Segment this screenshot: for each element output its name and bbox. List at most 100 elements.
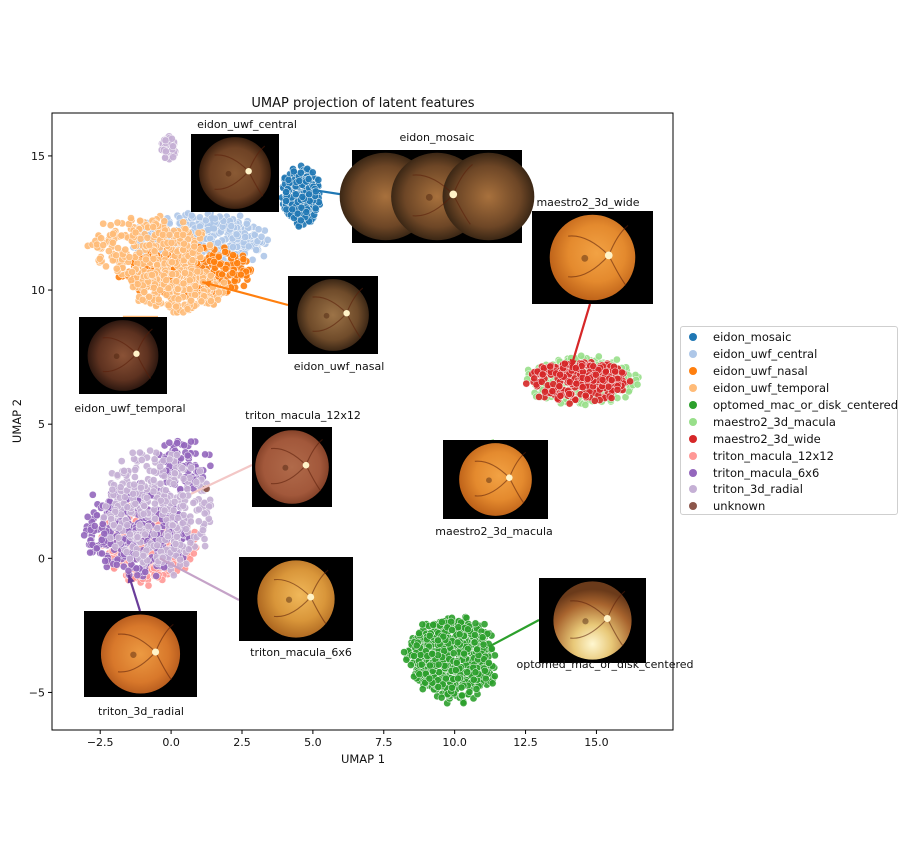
data-point	[145, 292, 153, 301]
data-point	[473, 645, 481, 654]
arrow-head	[569, 358, 577, 368]
data-point	[437, 693, 446, 702]
data-point	[178, 519, 187, 528]
fundus-thumbnail-eidon_uwf_central: eidon_uwf_central	[191, 118, 297, 212]
data-point	[167, 134, 176, 143]
y-axis-label: UMAP 2	[10, 399, 24, 443]
data-point	[572, 379, 581, 388]
data-point	[162, 276, 171, 285]
data-point	[93, 511, 101, 520]
legend-marker	[689, 333, 697, 342]
legend-marker	[689, 434, 697, 443]
data-point	[124, 566, 133, 575]
arrow-head	[127, 574, 135, 584]
legend-label: maestro2_3d_macula	[713, 414, 836, 429]
legend-item: maestro2_3d_macula	[689, 413, 897, 430]
data-point	[167, 238, 176, 247]
data-point	[142, 493, 151, 502]
data-point	[297, 216, 305, 225]
data-point	[173, 532, 181, 541]
data-point	[114, 244, 122, 252]
data-point	[133, 571, 142, 580]
data-point	[303, 165, 312, 173]
data-point	[179, 279, 188, 288]
data-point	[176, 555, 185, 564]
data-point	[221, 264, 230, 273]
series-maestro2_3d_wide	[522, 358, 634, 408]
legend-marker	[689, 468, 697, 477]
data-point	[464, 625, 472, 634]
fundus-thumbnails: eidon_uwf_central eidon_mosaic maestro2_3d…	[74, 118, 693, 718]
data-point	[156, 286, 164, 294]
data-point	[139, 510, 148, 518]
data-point	[295, 177, 304, 185]
data-point	[112, 251, 120, 260]
data-point	[193, 267, 202, 276]
data-point	[472, 685, 481, 693]
fundus-disc	[297, 279, 369, 351]
data-point	[129, 489, 137, 498]
data-point	[153, 541, 162, 550]
data-point	[137, 456, 146, 464]
data-point	[128, 268, 136, 276]
data-point	[83, 513, 92, 521]
data-point	[148, 271, 156, 279]
data-point	[260, 252, 268, 260]
data-point	[117, 231, 126, 240]
data-point	[160, 472, 169, 480]
data-point	[428, 650, 437, 658]
data-point	[169, 506, 178, 515]
annotation-label: triton_3d_radial	[98, 705, 184, 718]
annotation-arrow	[190, 464, 253, 495]
data-point	[591, 370, 600, 379]
data-point	[127, 214, 135, 222]
data-point	[201, 542, 209, 550]
data-point	[240, 282, 248, 290]
data-point	[457, 683, 466, 692]
macula	[130, 651, 137, 658]
data-point	[296, 168, 305, 177]
data-point	[186, 517, 195, 526]
x-tick-label: −2.5	[87, 736, 114, 749]
data-point	[161, 249, 170, 258]
data-point	[302, 208, 311, 216]
annotation-arrow	[202, 280, 289, 307]
data-point	[136, 448, 144, 457]
macula	[285, 596, 293, 603]
data-point	[144, 581, 153, 590]
data-point	[194, 229, 203, 237]
data-point	[135, 521, 144, 529]
optic-disc	[604, 251, 613, 260]
data-point	[125, 554, 134, 563]
data-point	[164, 284, 173, 293]
data-point	[169, 142, 177, 151]
data-point	[232, 230, 241, 239]
y-tick-label: −5	[29, 686, 45, 699]
data-point	[146, 446, 154, 455]
data-point	[117, 457, 126, 465]
data-point	[131, 499, 140, 508]
optic-disc	[151, 648, 160, 656]
x-tick-label: 12.5	[513, 736, 538, 749]
fundus-thumbnail-eidon_uwf_temporal: eidon_uwf_temporal	[74, 317, 186, 415]
data-point	[179, 501, 188, 510]
annotation-label: maestro2_3d_wide	[536, 196, 639, 209]
data-point	[161, 153, 169, 162]
annotation-label: triton_macula_6x6	[250, 646, 352, 659]
data-point	[165, 231, 174, 239]
data-point	[190, 242, 199, 251]
data-point	[633, 380, 642, 389]
data-point	[179, 491, 187, 500]
x-tick-label: 10.0	[442, 736, 467, 749]
x-tick-label: 5.0	[304, 736, 322, 749]
data-point	[293, 209, 302, 218]
data-point	[214, 238, 222, 247]
data-point	[168, 258, 176, 267]
data-point	[418, 685, 427, 693]
data-point	[187, 437, 195, 446]
data-point	[161, 486, 170, 495]
macula	[282, 464, 289, 471]
series-eidon_uwf_temporal	[83, 212, 229, 317]
data-point	[180, 441, 189, 450]
data-point	[220, 278, 228, 287]
